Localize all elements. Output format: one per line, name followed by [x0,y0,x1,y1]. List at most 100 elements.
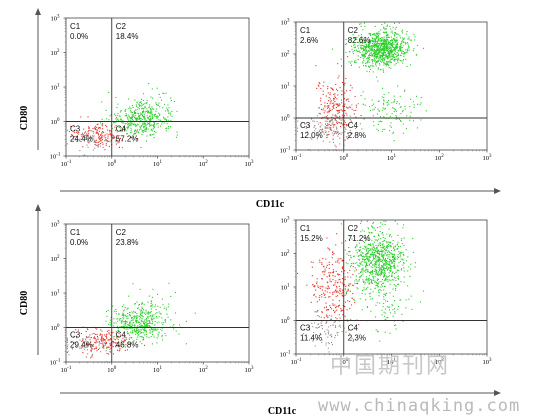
scatter-point [375,272,377,274]
scatter-point [404,89,406,91]
scatter-point [137,336,139,338]
scatter-point [352,266,354,268]
scatter-point [339,278,341,280]
scatter-point [371,232,373,234]
scatter-point [338,75,340,77]
scatter-point [368,272,370,274]
scatter-point [364,98,366,100]
scatter-point [403,52,405,54]
scatter-point [122,313,124,315]
scatter-point [108,134,110,136]
quadrant-percent: 29.4% [70,341,93,350]
scatter-point [377,48,379,50]
scatter-point [326,329,328,331]
scatter-point [147,112,149,114]
scatter-point [139,330,141,332]
scatter-point [128,123,130,125]
scatter-point [86,337,88,339]
scatter-point [336,127,338,129]
scatter-point [320,132,322,134]
scatter-panel: 10-1 100 101 102 10310-1100101102103C12.6%C2… [280,19,492,163]
scatter-point [398,251,400,253]
quadrant-percent: 82.6% [348,36,371,45]
scatter-point [375,50,377,52]
scatter-point [383,108,385,110]
scatter-point [384,40,386,42]
scatter-point [334,95,336,97]
scatter-point [145,128,147,130]
scatter-point [379,54,381,56]
scatter-point [329,128,331,130]
scatter-point [99,347,101,349]
scatter-point [376,35,378,37]
scatter-point [93,337,95,339]
scatter-point [315,296,317,298]
scatter-point [148,295,150,297]
scatter-point [382,247,384,249]
scatter-point [367,286,369,288]
scatter-point [354,43,356,45]
scatter-point [396,247,398,249]
scatter-point [143,322,145,324]
scatter-point [150,112,152,114]
scatter-point [340,119,342,121]
scatter-point [389,47,391,49]
scatter-point [387,256,389,258]
scatter-point [345,293,347,295]
scatter-point [82,133,84,135]
scatter-point [145,321,147,323]
scatter-point [333,322,335,324]
scatter-point [391,250,393,252]
scatter-point [393,263,395,265]
scatter-point [106,126,108,128]
scatter-point [143,127,145,129]
scatter-point [117,137,119,139]
scatter-point [384,312,386,314]
scatter-point [158,311,160,313]
scatter-point [117,339,119,341]
scatter-point [119,111,121,113]
scatter-point [100,338,102,340]
scatter-point [399,60,401,62]
scatter-point [344,284,346,286]
scatter-point [154,329,156,331]
scatter-point [82,134,84,136]
scatter-point [366,50,368,52]
quadrant-name: C1 [70,22,81,31]
scatter-point [105,334,107,336]
scatter-point [337,77,339,79]
scatter-point [339,87,341,89]
scatter-point [157,305,159,307]
scatter-point [384,49,386,51]
scatter-point [143,326,145,328]
scatter-point [405,42,407,44]
scatter-point [324,270,326,272]
scatter-point [387,250,389,252]
scatter-point [393,100,395,102]
scatter-point [375,57,377,59]
scatter-point [392,295,394,297]
scatter-point [325,95,327,97]
scatter-point [157,328,159,330]
scatter-point [339,324,341,326]
scatter-point [319,126,321,128]
scatter-point [338,300,340,302]
scatter-point [336,332,338,334]
scatter-point [136,317,138,319]
scatter-point [159,306,161,308]
scatter-point [388,251,390,253]
scatter-point [170,97,172,99]
scatter-point [110,338,112,340]
scatter-point [392,42,394,44]
scatter-point [371,46,373,48]
scatter-point [365,269,367,271]
scatter-point [115,140,117,142]
scatter-point [363,230,365,232]
scatter-point [131,122,133,124]
scatter-point [119,137,121,139]
scatter-point [400,54,402,56]
scatter-point [367,278,369,280]
scatter-point [386,33,388,35]
scatter-point [378,45,380,47]
scatter-point [382,58,384,60]
